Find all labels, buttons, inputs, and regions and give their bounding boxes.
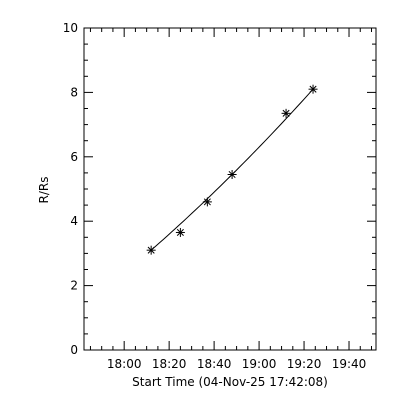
x-tick-label: 18:40 [197,357,232,371]
x-tick-label: 19:00 [242,357,277,371]
y-tick-label: 8 [70,85,78,99]
y-tick-label: 6 [70,150,78,164]
data-point-stroke [203,198,211,206]
data-point-stroke [228,170,236,179]
data-point [202,197,212,207]
data-point [227,170,237,180]
y-axis-ticks: 0 2 4 6 8 10 [63,21,376,357]
plot-border [83,27,377,351]
x-tick-label: 19:40 [332,357,367,371]
data-point-stroke [147,246,155,254]
data-point [146,245,156,255]
x-tick-label: 18:20 [152,357,187,371]
data-markers [146,84,318,255]
x-tick-label: 18:00 [107,357,142,371]
x-tick-label: 19:20 [287,357,322,371]
data-point [175,227,185,237]
y-tick-label: 10 [63,21,78,35]
data-point-stroke [282,109,290,117]
x-axis-ticks: 18:00 18:20 18:40 19:00 19:20 19:40 [89,28,373,371]
data-point-stroke [176,228,184,237]
data-point-stroke [309,85,317,93]
y-tick-label: 0 [70,343,78,357]
plot-frame [83,27,377,351]
y-tick-label: 4 [70,214,78,228]
data-point [308,84,318,94]
x-axis-label: Start Time (04-Nov-25 17:42:08) [132,375,328,389]
y-tick-label: 2 [70,279,78,293]
data-point [281,108,291,118]
y-axis-label: R/Rs [37,177,51,204]
